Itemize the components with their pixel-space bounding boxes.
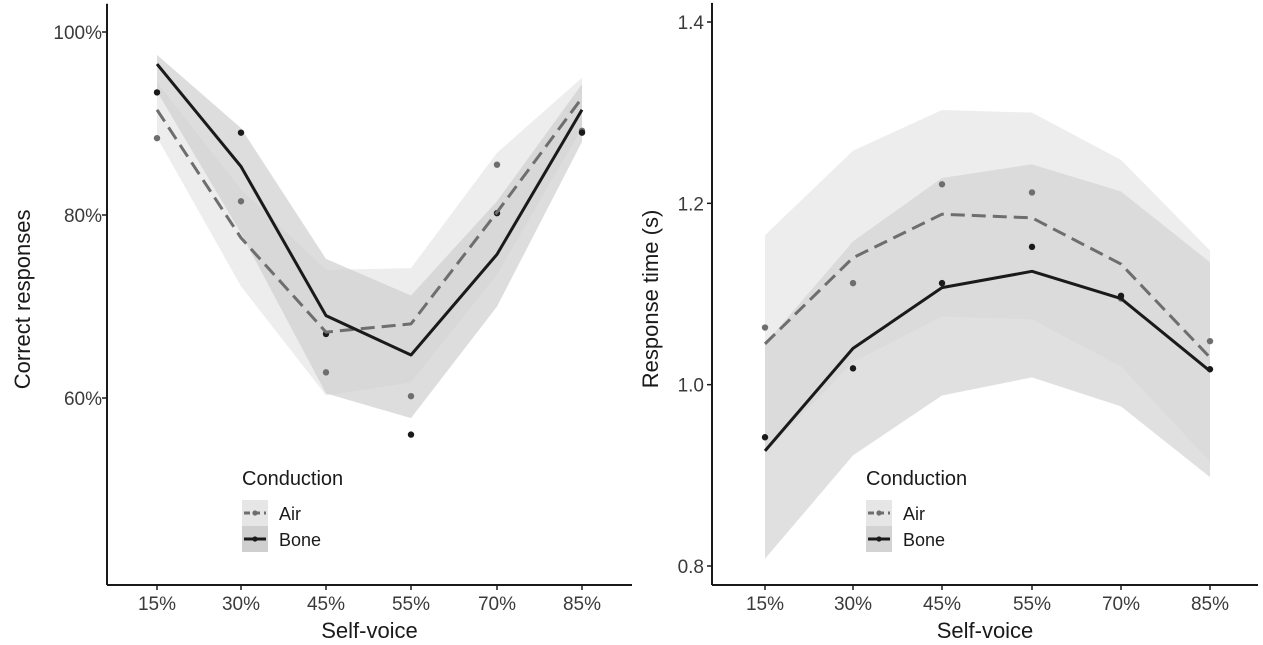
data-point-air: [322, 369, 330, 376]
y-tick-label: 100%: [53, 23, 102, 44]
legend-label-air: Air: [903, 504, 925, 524]
data-point-bone: [153, 89, 161, 96]
data-point-air: [493, 161, 501, 168]
y-tick-label: 80%: [64, 206, 102, 227]
fit-line-bone: [763, 269, 1211, 452]
y-axis-title: Correct responses: [10, 209, 35, 389]
data-point-bone: [237, 129, 245, 136]
legend-key-point-air: [252, 510, 258, 516]
x-tick-label: 45%: [923, 594, 961, 615]
ci-band-bone: [157, 54, 582, 419]
data-point-air: [1206, 337, 1214, 345]
data-point-air: [849, 279, 857, 287]
x-tick-label: 55%: [1013, 594, 1051, 615]
data-point-air: [153, 134, 161, 142]
legend-label-air: Air: [279, 504, 301, 524]
legend-key-point-bone: [252, 536, 258, 542]
x-tick-label: 85%: [563, 594, 601, 615]
x-axis-title: Self-voice: [937, 618, 1034, 643]
x-tick-label: 55%: [392, 594, 430, 615]
x-tick-label: 15%: [746, 594, 784, 615]
data-point-air: [407, 392, 415, 400]
y-tick-label: 1.4: [678, 13, 705, 34]
x-tick-label: 70%: [1102, 594, 1140, 615]
panel-accuracy: 60% 80% 100% 15% 30% 45% 55% 70% 85% Self-voice Co…: [10, 3, 632, 643]
data-point-bone: [938, 279, 946, 287]
data-point-air: [237, 198, 245, 205]
data-point-bone: [1028, 243, 1036, 251]
x-tick-label: 30%: [834, 594, 872, 615]
data-point-air: [761, 324, 769, 331]
fit-line-air: [155, 96, 584, 334]
y-tick-label: 1.2: [678, 194, 704, 215]
y-tick-label: 0.8: [678, 557, 704, 578]
x-tick-label: 70%: [478, 594, 516, 615]
legend: Conduction Air Bone: [866, 468, 967, 552]
panel-response-time: 0.8 1.0 1.2 1.4 15% 30% 45% 55% 70% 85% Self-voice…: [638, 2, 1258, 643]
legend-key-point-air: [876, 510, 882, 516]
legend-title: Conduction: [242, 468, 343, 490]
x-tick-label: 30%: [222, 594, 260, 615]
legend-label-bone: Bone: [903, 530, 945, 550]
legend: Conduction Air Bone: [242, 468, 343, 552]
ci-band-bone: [765, 164, 1210, 559]
x-axis-title: Self-voice: [321, 618, 418, 643]
y-tick-label: 1.0: [678, 376, 704, 397]
y-tick-label: 60%: [64, 389, 102, 410]
data-point-bone: [849, 365, 857, 372]
y-axis-title: Response time (s): [638, 210, 663, 389]
x-tick-label: 85%: [1191, 594, 1229, 615]
data-point-bone: [407, 431, 415, 438]
legend-key-point-bone: [876, 536, 882, 542]
data-point-bone: [578, 129, 586, 136]
data-point-bone: [761, 434, 769, 441]
fit-line-bone: [155, 63, 584, 357]
x-tick-label: 15%: [138, 594, 176, 615]
legend-title: Conduction: [866, 468, 967, 490]
legend-label-bone: Bone: [279, 530, 321, 550]
data-point-air: [1028, 189, 1036, 196]
data-point-air: [938, 181, 946, 188]
x-tick-label: 45%: [307, 594, 345, 615]
